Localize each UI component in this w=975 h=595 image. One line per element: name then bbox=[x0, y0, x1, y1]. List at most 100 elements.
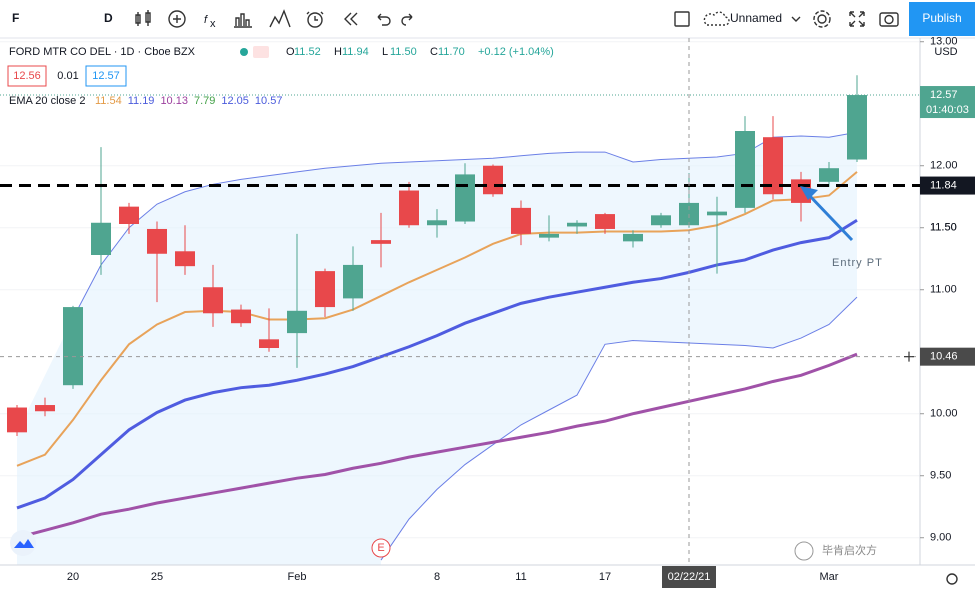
candle-body bbox=[35, 405, 55, 412]
earnings-marker: E bbox=[377, 542, 384, 554]
status-badge bbox=[253, 46, 269, 58]
ohlc-value: 11.52 bbox=[294, 46, 321, 58]
last-price: 12.57 bbox=[930, 89, 958, 101]
indicator-value: 11.54 bbox=[95, 95, 122, 107]
candle-body bbox=[623, 233, 643, 242]
candle-body bbox=[7, 407, 27, 433]
svg-text:x: x bbox=[210, 18, 216, 30]
candle-body bbox=[119, 206, 139, 224]
candle-body bbox=[315, 271, 335, 308]
candle-body bbox=[819, 168, 839, 182]
indicator-value: 7.79 bbox=[194, 95, 215, 107]
ohlc-label: L bbox=[382, 46, 388, 58]
x-tick-label: 20 bbox=[67, 571, 79, 583]
candle-body bbox=[203, 287, 223, 314]
candle-body bbox=[63, 307, 83, 386]
bid-box bbox=[7, 65, 47, 87]
candle-body bbox=[763, 137, 783, 195]
entry-price-box bbox=[920, 176, 975, 195]
countdown: 01:40:03 bbox=[926, 104, 969, 116]
svg-text:f: f bbox=[204, 14, 208, 26]
candle-body bbox=[147, 228, 167, 254]
crosshair-price: 10.46 bbox=[930, 351, 958, 363]
y-tick-label: 11.50 bbox=[930, 222, 957, 234]
indicator-value: 10.13 bbox=[160, 95, 188, 107]
logo bbox=[14, 539, 34, 548]
entry-price: 11.84 bbox=[930, 179, 957, 191]
candle-body bbox=[91, 222, 111, 255]
candle-body bbox=[231, 309, 251, 324]
toolbar bbox=[0, 0, 975, 38]
settings-icon[interactable] bbox=[946, 573, 958, 585]
x-tick-label: 8 bbox=[434, 571, 440, 583]
annotation: Entry PT bbox=[832, 257, 883, 269]
indicator-line bbox=[16, 352, 858, 540]
change: +0.12 (+1.04%) bbox=[478, 46, 554, 58]
annotation-clip bbox=[921, 246, 975, 276]
candle-body bbox=[539, 233, 559, 238]
ohlc-value: 11.50 bbox=[390, 46, 417, 58]
ohlc-value: 11.70 bbox=[438, 46, 465, 58]
annotation-arrowhead bbox=[800, 186, 818, 200]
logo-badge[interactable] bbox=[10, 530, 36, 556]
candle-body bbox=[455, 174, 475, 222]
candle-body bbox=[595, 214, 615, 229]
spread: 0.01 bbox=[57, 70, 78, 82]
crosshair-plus bbox=[904, 351, 914, 362]
status-dot bbox=[240, 48, 248, 56]
annotation-arrow bbox=[806, 192, 854, 242]
indicator-value: 10.57 bbox=[255, 95, 283, 107]
indicator-value: 11.19 bbox=[128, 95, 155, 107]
earnings-marker-circle bbox=[371, 538, 391, 558]
candle-body bbox=[371, 240, 391, 244]
candle-body bbox=[511, 207, 531, 234]
x-tick-label: Mar bbox=[820, 571, 839, 583]
crosshair-date-box bbox=[662, 566, 716, 588]
legend-title: FORD MTR CO DEL · 1D · Cboe BZX bbox=[9, 46, 196, 58]
candle-body bbox=[343, 264, 363, 299]
symbol[interactable]: F bbox=[12, 11, 19, 25]
indicator-name: EMA 20 close 2 bbox=[9, 95, 85, 107]
x-tick-label: 11 bbox=[515, 571, 526, 583]
candle-body bbox=[427, 220, 447, 226]
candle-body bbox=[735, 131, 755, 208]
layout-name[interactable]: Unnamed bbox=[730, 11, 782, 25]
bid: 12.56 bbox=[13, 70, 41, 82]
publish-label[interactable]: Publish bbox=[922, 11, 961, 25]
watermark: 毕肯启次方 bbox=[822, 543, 877, 557]
y-tick-label: 9.50 bbox=[930, 470, 951, 482]
candle-body bbox=[483, 165, 503, 195]
x-tick-label: 17 bbox=[599, 571, 611, 583]
last-price-box bbox=[920, 86, 975, 119]
y-tick-label: 9.00 bbox=[930, 532, 951, 544]
currency: USD bbox=[934, 46, 957, 58]
candle-body bbox=[651, 215, 671, 226]
candle-body bbox=[847, 95, 867, 160]
candle-body bbox=[399, 190, 419, 226]
publish-button[interactable] bbox=[909, 2, 975, 36]
y-tick-label: 11.00 bbox=[930, 284, 957, 296]
ask-box bbox=[85, 65, 127, 87]
ohlc-label: C bbox=[430, 46, 438, 58]
candle-body bbox=[287, 310, 307, 334]
x-tick-label: 25 bbox=[151, 571, 163, 583]
ohlc-value: 11.94 bbox=[342, 46, 369, 58]
indicator-value: 12.05 bbox=[221, 95, 249, 107]
watermark-icon bbox=[794, 541, 814, 561]
y-tick-label: 12.00 bbox=[930, 160, 958, 172]
ohlc-label: O bbox=[286, 46, 295, 58]
x-tick-label: Feb bbox=[288, 571, 307, 583]
y-tick-label: 10.00 bbox=[930, 408, 958, 420]
candle-body bbox=[259, 339, 279, 348]
y-tick-label: 13.00 bbox=[930, 36, 958, 48]
candle-body bbox=[567, 222, 587, 227]
ohlc-label: H bbox=[334, 46, 342, 58]
crosshair-price-box bbox=[920, 347, 975, 366]
interval[interactable]: D bbox=[104, 11, 113, 25]
indicator-line bbox=[72, 131, 858, 319]
y-clip-fix: 11.50 bbox=[930, 222, 957, 234]
ask: 12.57 bbox=[92, 70, 120, 82]
candle-body bbox=[707, 211, 727, 216]
